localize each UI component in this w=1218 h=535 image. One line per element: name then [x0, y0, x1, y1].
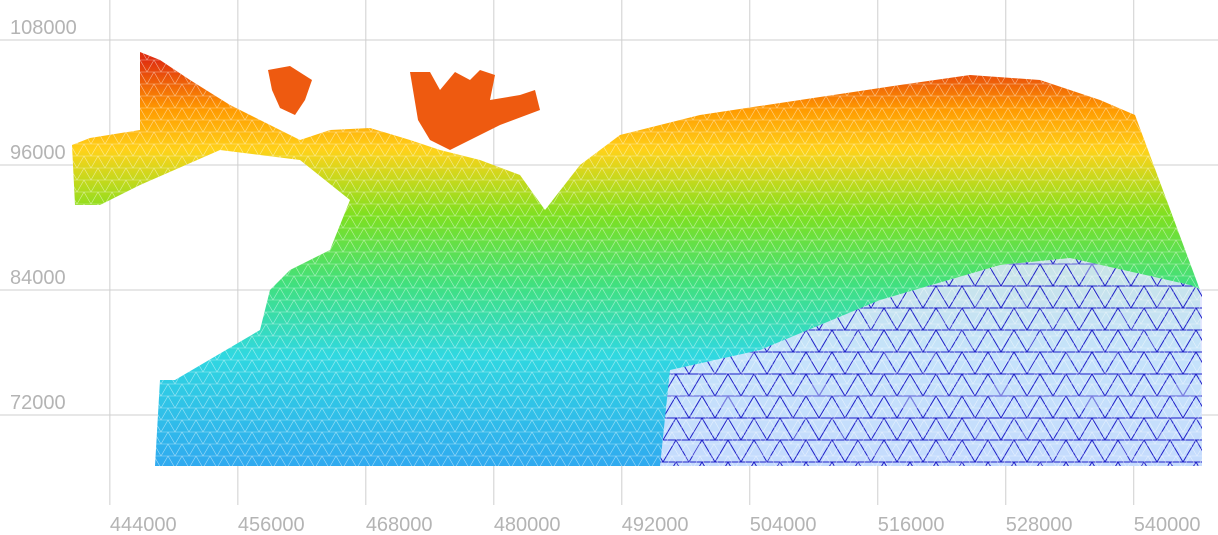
x-tick-label: 528000: [1006, 514, 1073, 535]
y-tick-label: 84000: [10, 267, 66, 289]
x-tick-label: 504000: [750, 514, 817, 535]
y-tick-label: 108000: [10, 17, 77, 39]
x-tick-label: 444000: [110, 514, 177, 535]
x-tick-label: 468000: [366, 514, 433, 535]
mesh: [72, 52, 1202, 466]
x-tick-label: 540000: [1134, 514, 1201, 535]
chart: 444000 456000 468000 480000 492000 504000 5160…: [0, 0, 1218, 535]
y-tick-label: 72000: [10, 392, 66, 414]
x-tick-label: 456000: [238, 514, 305, 535]
estuary: [410, 70, 540, 150]
mesh-lines: [72, 52, 1202, 466]
x-tick-label: 480000: [494, 514, 561, 535]
x-tick-label: 492000: [622, 514, 689, 535]
estuary: [268, 66, 312, 115]
x-tick-label: 516000: [878, 514, 945, 535]
y-tick-label: 96000: [10, 142, 66, 164]
